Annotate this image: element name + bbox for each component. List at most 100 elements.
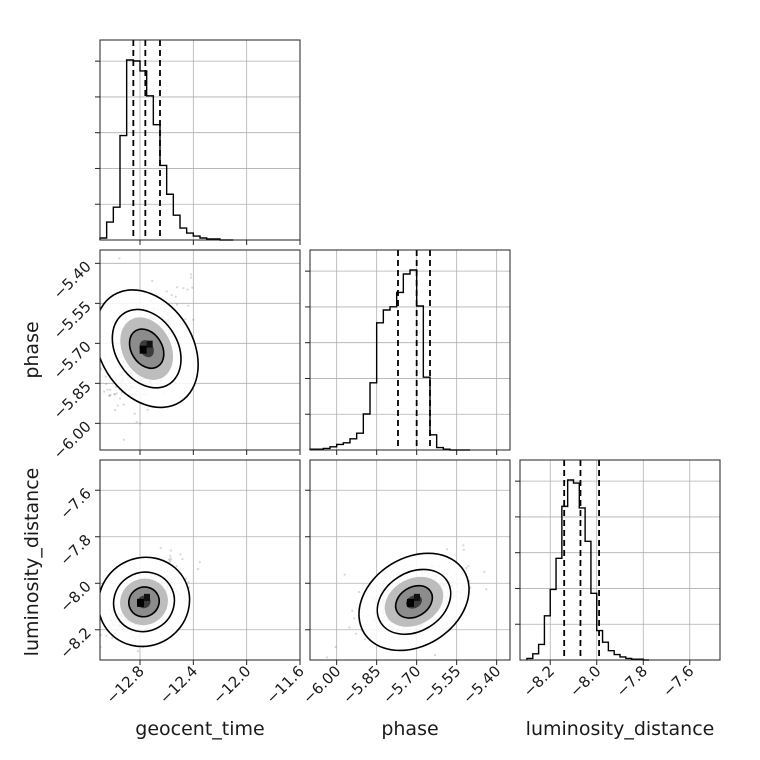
scatter-point xyxy=(139,422,142,425)
scatter-point xyxy=(100,368,103,371)
scatter-point xyxy=(81,674,83,676)
panel-body-luminosity_distance_vs_geocent_time xyxy=(78,546,201,677)
scatter-point xyxy=(111,636,114,640)
peak-pixel xyxy=(144,593,150,601)
scatter-point xyxy=(348,626,351,629)
panel-hist-luminosity_distance: −8.2 −8.0 −7.8 −7.6 xyxy=(515,459,721,701)
panel-border-phase_vs_geocent_time xyxy=(99,249,301,451)
scatter-point xyxy=(113,393,117,396)
scatter-point xyxy=(179,553,182,556)
scatter-point xyxy=(169,554,172,557)
scatter-point xyxy=(165,290,168,293)
scatter-point xyxy=(185,577,188,580)
scatter-point xyxy=(445,548,449,551)
scatter-point xyxy=(364,638,367,641)
tick-label-x: −12.4 xyxy=(156,662,201,707)
scatter-point xyxy=(105,382,108,386)
scatter-point xyxy=(485,588,488,591)
scatter-point xyxy=(175,286,179,289)
panel-phase_vs_geocent_time: −6.00−5.85−5.70−5.55−5.40 xyxy=(50,249,301,463)
ylabel-phase: phase xyxy=(21,321,43,378)
scatter-point xyxy=(103,390,106,393)
scatter-point xyxy=(343,573,346,576)
scatter-point xyxy=(167,558,170,561)
scatter-point xyxy=(175,565,178,568)
scatter-point xyxy=(88,664,90,666)
scatter-point xyxy=(122,403,125,406)
xlabel-phase: phase xyxy=(381,718,438,740)
tick-label-x: −7.6 xyxy=(659,662,697,700)
scatter-point xyxy=(182,286,185,290)
grid-hist-luminosity_distance xyxy=(520,480,720,625)
scatter-point xyxy=(174,295,177,298)
scatter-point xyxy=(168,560,171,563)
scatter-point xyxy=(175,303,179,306)
scatter-point xyxy=(170,293,173,297)
scatter-point xyxy=(106,388,109,391)
scatter-point xyxy=(113,393,116,396)
grid-hist-luminosity_distance xyxy=(549,460,691,660)
scatter-point xyxy=(113,408,117,412)
scatter-point xyxy=(116,404,119,407)
scatter-point xyxy=(187,581,190,584)
scatter-point xyxy=(108,394,111,397)
scatter-point xyxy=(105,634,108,638)
contour-level-2 xyxy=(111,308,182,389)
tick-label-x: −5.40 xyxy=(459,662,504,707)
grid-luminosity_distance_vs_phase xyxy=(310,460,510,660)
panel-border-hist-luminosity_distance xyxy=(519,459,721,661)
scatter-point xyxy=(118,257,121,260)
panel-body-phase_vs_geocent_time xyxy=(100,257,199,441)
tick-label-x: −8.0 xyxy=(566,662,604,700)
tick-label-y: −5.70 xyxy=(50,337,95,382)
grid-phase_vs_geocent_time xyxy=(100,250,301,450)
tick-label-y: −5.40 xyxy=(50,257,95,302)
scatter-point xyxy=(135,420,138,424)
scatter-point xyxy=(462,544,465,547)
scatter-point xyxy=(462,548,465,551)
histogram-luminosity_distance xyxy=(526,479,650,661)
scatter-point xyxy=(118,397,122,400)
scatter-point xyxy=(108,394,111,398)
panels: −8.2 −8.0 −7.8 −7.6−6.00−5.85−5.70−5.55−5.4… xyxy=(50,39,721,707)
panel-hist-phase xyxy=(305,249,511,455)
scatter-point xyxy=(192,318,195,321)
scatter-point xyxy=(151,279,154,283)
scatter-point xyxy=(325,656,329,659)
scatter-point xyxy=(78,675,80,677)
scatter-point xyxy=(465,566,468,570)
tick-label-x: −11.6 xyxy=(263,662,308,707)
panel-border-luminosity_distance_vs_phase xyxy=(309,459,511,661)
peak-pixel xyxy=(407,598,414,607)
scatter-point xyxy=(122,438,125,441)
xlabel-luminosity-distance: luminosity_distance xyxy=(526,718,715,740)
panel-background xyxy=(100,40,300,240)
tick-label-y: −6.00 xyxy=(50,417,95,462)
contour-level-2 xyxy=(376,568,452,636)
panel-luminosity_distance_vs_geocent_time: −12.8 −12.4 −12.0 −11.6 −8.2 −8.0 −7.8 −7.6 xyxy=(56,459,308,707)
peak-pixel xyxy=(414,593,420,601)
scatter-point xyxy=(115,392,118,395)
scatter-point xyxy=(187,304,190,307)
peak-pixel xyxy=(146,340,153,348)
panel-border-hist-geocent_time xyxy=(99,39,301,241)
scatter-point xyxy=(169,559,172,562)
scatter-point xyxy=(467,565,470,568)
scatter-point xyxy=(109,393,112,397)
panel-hist-geocent_time xyxy=(95,39,301,245)
histogram-phase xyxy=(309,269,470,451)
panel-border-luminosity_distance_vs_geocent_time xyxy=(99,459,301,661)
scatter-point xyxy=(357,590,361,594)
contour-level-2 xyxy=(112,571,176,633)
scatter-point xyxy=(483,570,486,573)
scatter-point xyxy=(184,318,187,321)
tick-label-x: −12.8 xyxy=(103,662,148,707)
scatter-point xyxy=(146,408,149,411)
scatter-point xyxy=(181,557,184,561)
tick-label-y: −7.6 xyxy=(56,484,94,522)
panel-luminosity_distance_vs_phase: −6.00−5.85−5.70−5.55−5.40 xyxy=(299,459,511,707)
panel-background xyxy=(520,460,720,660)
tick-label-x: −12.0 xyxy=(209,662,254,707)
panel-body-luminosity_distance_vs_phase xyxy=(325,544,488,659)
